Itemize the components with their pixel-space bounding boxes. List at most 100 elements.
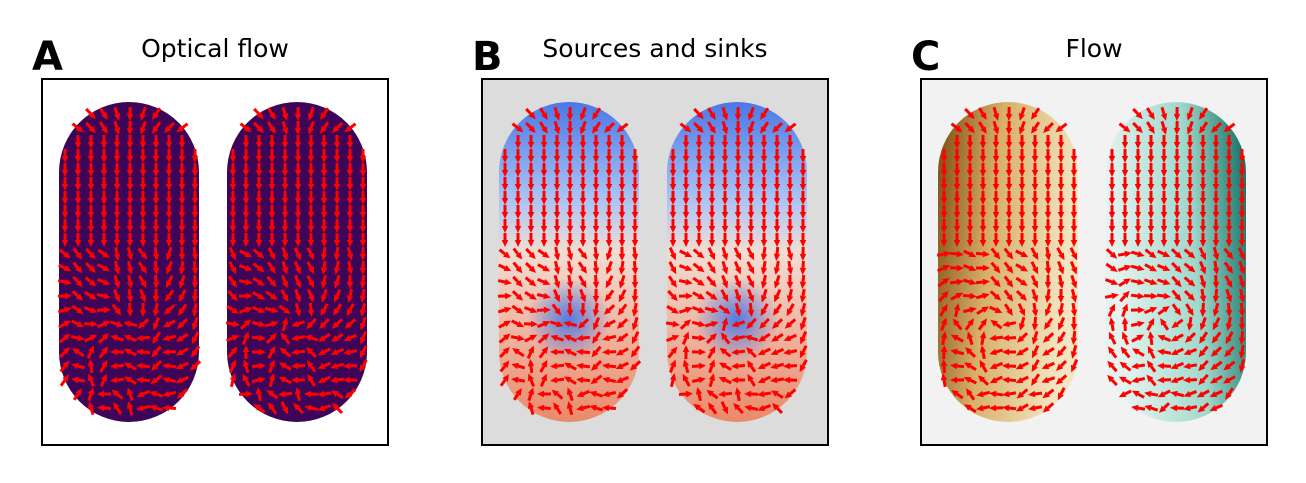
flow-arrow: [242, 149, 250, 163]
flow-arrow: [693, 403, 706, 414]
flow-arrow: [1211, 331, 1222, 344]
flow-arrow: [592, 288, 600, 303]
flow-arrow: [1031, 163, 1039, 177]
flow-arrow: [139, 233, 147, 247]
flow-arrow: [126, 288, 134, 303]
flow-arrow: [251, 334, 266, 342]
flow-arrow: [537, 248, 550, 259]
flow-arrow: [1003, 275, 1014, 288]
flow-arrow: [84, 276, 97, 287]
panel-c-frame: [920, 78, 1268, 446]
flow-arrow: [592, 331, 602, 344]
flow-arrow: [100, 177, 108, 191]
flow-arrow: [1186, 120, 1194, 135]
flow-arrow: [1238, 219, 1246, 233]
flow-arrow: [1186, 205, 1194, 219]
flow-arrow: [678, 292, 693, 300]
flow-arrow: [1186, 149, 1194, 163]
flow-arrow: [771, 332, 784, 342]
flow-arrow: [747, 288, 755, 303]
flow-arrow: [1002, 362, 1017, 370]
flow-arrow: [1003, 289, 1014, 302]
flow-arrow: [360, 330, 368, 345]
flow-arrow: [682, 219, 690, 233]
flow-arrow: [59, 360, 70, 373]
flow-arrow: [1070, 302, 1078, 317]
flow-arrow: [592, 135, 600, 149]
flow-arrow: [1130, 250, 1145, 258]
flow-arrow: [989, 390, 1004, 398]
flow-arrow: [592, 191, 600, 205]
flow-arrow: [281, 135, 289, 149]
flow-arrow: [786, 163, 794, 177]
flow-arrow: [783, 362, 798, 370]
flow-arrow: [1173, 191, 1181, 205]
flow-arrow: [992, 163, 1000, 177]
flow-arrow: [1002, 376, 1017, 384]
flow-arrow: [631, 191, 639, 205]
flow-arrow: [524, 334, 538, 343]
flow-arrow: [1212, 191, 1220, 205]
flow-arrow: [966, 135, 974, 149]
flow-arrow: [618, 191, 626, 205]
flow-arrow: [226, 305, 239, 314]
flow-arrow: [1016, 332, 1029, 343]
flow-arrow: [1183, 362, 1198, 370]
flow-arrow: [1070, 191, 1078, 205]
flow-arrow: [1225, 205, 1233, 219]
flow-arrow: [992, 149, 1000, 163]
flow-arrow: [87, 191, 95, 205]
flow-arrow: [1044, 191, 1052, 205]
flow-arrow: [1134, 191, 1142, 205]
flow-arrow: [1238, 191, 1246, 205]
flow-arrow: [1171, 303, 1182, 316]
flow-arrow: [306, 247, 315, 261]
flow-arrow: [318, 332, 331, 342]
flow-arrow: [734, 302, 742, 317]
flow-arrow: [1018, 316, 1026, 331]
flow-arrow: [123, 335, 138, 343]
flow-arrow: [1071, 358, 1079, 373]
flow-arrow: [1121, 233, 1129, 247]
flow-arrow: [291, 362, 306, 370]
flow-arrow: [294, 288, 302, 303]
flow-arrow: [602, 348, 617, 356]
flow-arrow: [708, 373, 716, 388]
flow-arrow: [1031, 359, 1040, 373]
flow-arrow: [1199, 274, 1207, 289]
flow-arrow: [1005, 219, 1013, 233]
flow-arrow: [734, 163, 742, 177]
flow-arrow: [747, 177, 755, 191]
flow-arrow: [1186, 177, 1194, 191]
flow-arrow: [760, 260, 768, 275]
flow-arrow: [577, 261, 587, 274]
flow-arrow: [333, 205, 341, 219]
flow-arrow: [551, 389, 564, 400]
flow-arrow: [514, 177, 522, 191]
flow-arrow: [346, 163, 354, 177]
flow-arrow: [1223, 261, 1234, 274]
flow-arrow: [1157, 249, 1171, 257]
flow-arrow: [1016, 347, 1029, 356]
flow-arrow: [669, 373, 677, 388]
flow-arrow: [1070, 330, 1078, 345]
flow-arrow: [550, 362, 565, 370]
flow-arrow: [731, 376, 746, 384]
flow-arrow: [189, 360, 202, 371]
flow-arrow: [734, 288, 742, 303]
flow-arrow: [563, 335, 578, 343]
flow-arrow: [346, 288, 354, 303]
flow-arrow: [1212, 149, 1220, 163]
flow-arrow: [1212, 233, 1220, 247]
flow-arrow: [953, 191, 961, 205]
flow-arrow: [695, 163, 703, 177]
flow-map-right: [1106, 102, 1246, 422]
flow-arrow: [138, 275, 147, 289]
flow-arrow: [760, 288, 768, 303]
flow-arrow: [1171, 289, 1182, 302]
flow-arrow: [527, 233, 535, 247]
flow-arrow: [618, 205, 626, 219]
flow-arrow: [799, 260, 807, 275]
flow-arrow: [149, 404, 164, 412]
flow-arrow: [294, 274, 302, 289]
